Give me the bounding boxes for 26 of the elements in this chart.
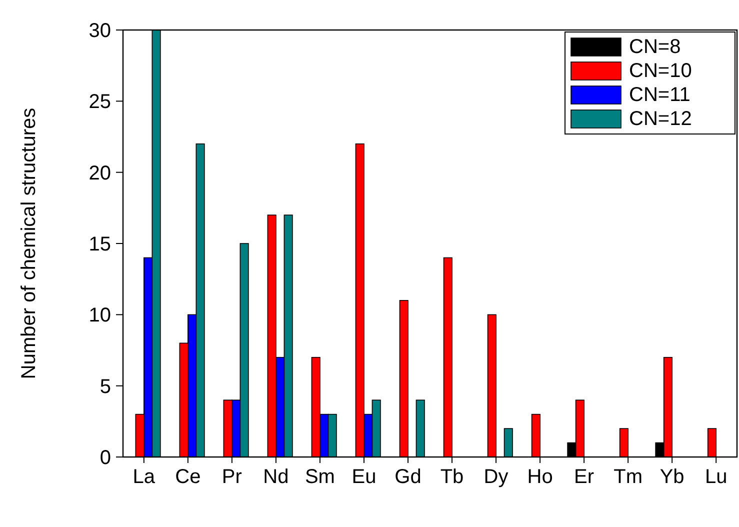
y-tick-label: 5 (100, 376, 111, 398)
y-tick-label: 25 (88, 91, 111, 114)
x-tick-label: Tb (440, 466, 464, 488)
x-tick-label: La (132, 466, 156, 488)
x-tick-label: Lu (704, 466, 728, 488)
x-tick-label: Er (574, 466, 594, 488)
y-tick-label: 15 (88, 234, 111, 256)
y-tick-label: 0 (100, 447, 111, 469)
y-axis-title: Number of chemical structures (18, 108, 40, 380)
x-tick-label: Gd (394, 466, 422, 488)
y-tick-label: 20 (88, 162, 111, 184)
legend-label: CN=11 (629, 84, 690, 106)
y-tick-label: 30 (88, 20, 111, 42)
x-tick-label: Sm (304, 466, 335, 488)
x-tick-label: Pr (222, 466, 242, 488)
legend-label: CN=8 (629, 36, 681, 58)
x-tick-label: Tm (614, 466, 643, 488)
y-tick-label: 10 (88, 304, 111, 327)
x-tick-label: Eu (352, 466, 376, 488)
x-tick-label: Dy (484, 466, 508, 488)
x-tick-label: Ho (527, 466, 553, 488)
legend-label: CN=10 (629, 60, 692, 82)
legend-label: CN=12 (629, 108, 692, 130)
x-tick-label: Yb (660, 466, 684, 488)
x-tick-label: Ce (175, 466, 201, 488)
x-tick-label: Nd (263, 466, 289, 488)
